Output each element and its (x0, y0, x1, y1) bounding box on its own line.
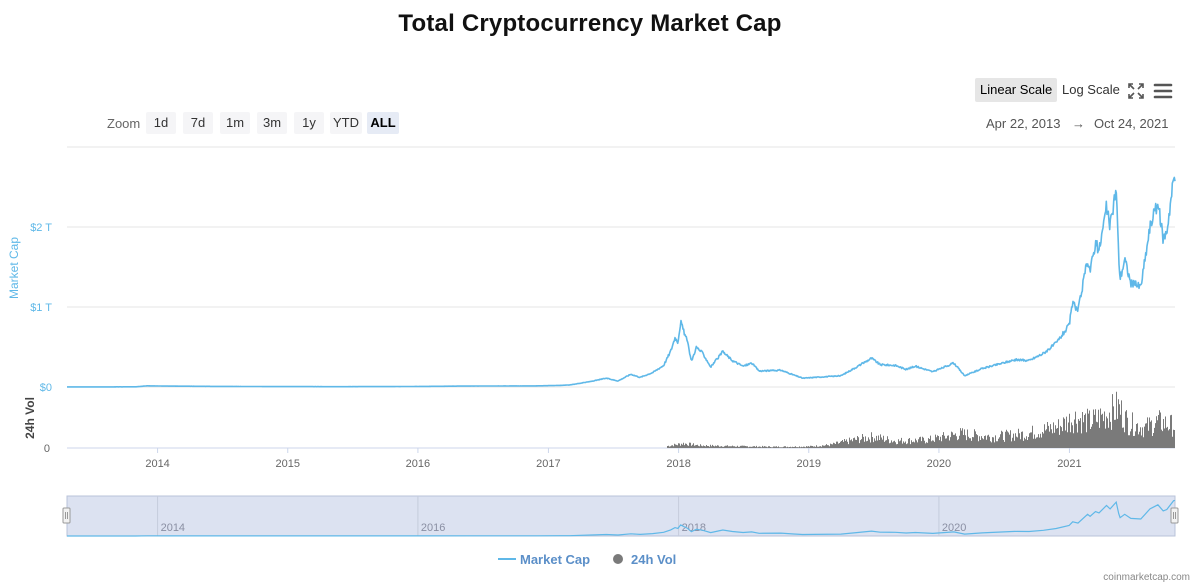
x-tick-label: 2019 (797, 458, 821, 470)
range-arrow: → (1072, 116, 1085, 131)
y-tick-label: $2 T (30, 222, 52, 234)
zoom-3m-button[interactable]: 3m (257, 112, 287, 134)
y-axis-title: Market Cap (7, 237, 21, 299)
x-tick-label: 2021 (1057, 458, 1081, 470)
x-tick-label: 2016 (406, 458, 430, 470)
legend-volume-swatch (613, 554, 623, 564)
volume-tick-label: 0 (44, 443, 50, 455)
x-tick-label: 2020 (927, 458, 951, 470)
y-tick-label: $0 (40, 382, 52, 394)
linear-scale-button[interactable]: Linear Scale (975, 78, 1058, 102)
chart-title: Total Cryptocurrency Market Cap (398, 10, 782, 37)
volume-columns (667, 391, 1175, 448)
zoom-7d-button[interactable]: 7d (183, 112, 213, 134)
hamburger-menu-icon[interactable] (1152, 80, 1174, 102)
log-scale-button[interactable]: Log Scale (1062, 82, 1120, 97)
x-tick-label: 2014 (145, 458, 169, 470)
fullscreen-icon[interactable] (1125, 80, 1147, 102)
zoom-1y-button[interactable]: 1y (294, 112, 324, 134)
legend-market-cap-label: Market Cap (520, 552, 590, 567)
zoom-1m-button[interactable]: 1m (220, 112, 250, 134)
range-to-date: Oct 24, 2021 (1094, 116, 1169, 131)
market-cap-line (66, 176, 1176, 388)
zoom-1d-button[interactable]: 1d (146, 112, 176, 134)
source-credit: coinmarketcap.com (1103, 572, 1190, 583)
navigator-selection (66, 495, 1176, 537)
volume-axis-title: 24h Vol (23, 397, 37, 439)
navigator-line (67, 499, 1176, 537)
range-from-date: Apr 22, 2013 (986, 116, 1061, 131)
x-tick-label: 2018 (666, 458, 690, 470)
zoom-all-button[interactable]: ALL (367, 112, 399, 134)
navigator-handle-left (62, 507, 71, 524)
navigator-handle-right (1170, 507, 1179, 524)
y-tick-label: $1 T (30, 302, 52, 314)
x-tick-label: 2017 (536, 458, 560, 470)
zoom-ytd-button[interactable]: YTD (330, 112, 362, 134)
navigator-tick-label: 2018 (682, 522, 706, 534)
zoom-label: Zoom (107, 116, 141, 131)
x-tick-label: 2015 (276, 458, 300, 470)
navigator-tick-label: 2014 (161, 522, 185, 534)
navigator-tick-label: 2020 (942, 522, 966, 534)
legend-volume-label: 24h Vol (631, 552, 676, 567)
navigator-tick-label: 2016 (421, 522, 445, 534)
